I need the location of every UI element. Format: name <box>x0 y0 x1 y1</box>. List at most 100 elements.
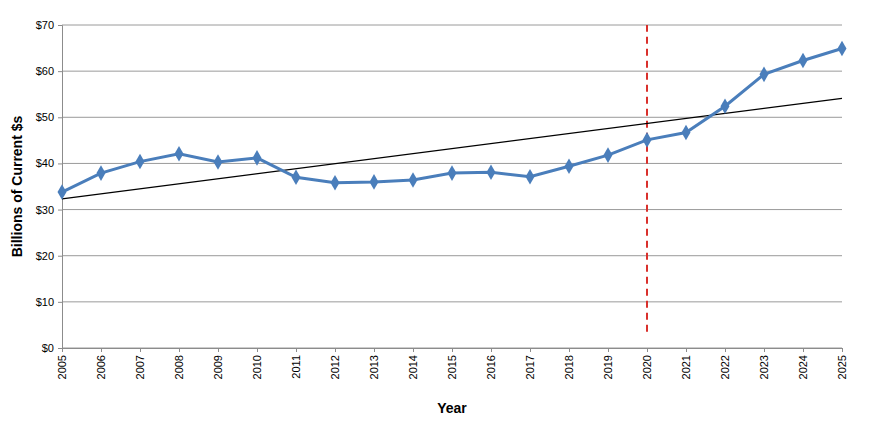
x-tick-mark <box>335 348 336 352</box>
x-tick: 2008 <box>173 348 185 379</box>
x-tick-mark <box>803 348 804 352</box>
y-tick: $60 <box>36 65 62 77</box>
y-tick-mark <box>58 210 62 211</box>
marker <box>292 169 301 185</box>
marker <box>760 67 769 83</box>
y-tick-mark <box>58 302 62 303</box>
y-tick-label: $10 <box>36 296 54 308</box>
series-line <box>62 49 842 193</box>
x-tick-label: 2021 <box>680 355 692 379</box>
y-tick-label: $50 <box>36 111 54 123</box>
y-tick-mark <box>58 25 62 26</box>
y-tick-mark <box>58 163 62 164</box>
x-tick: 2009 <box>212 348 224 379</box>
x-tick-label: 2012 <box>329 355 341 379</box>
x-tick-mark <box>725 348 726 352</box>
x-tick-mark <box>764 348 765 352</box>
x-tick-label: 2011 <box>290 355 302 379</box>
x-tick-mark <box>491 348 492 352</box>
x-tick: 2007 <box>134 348 146 379</box>
x-tick-mark <box>452 348 453 352</box>
marker <box>487 164 496 180</box>
chart-svg: $0$10$20$30$40$50$60$7020052006200720082… <box>0 0 870 427</box>
x-tick-label: 2017 <box>524 355 536 379</box>
marker <box>58 184 67 200</box>
trend-line <box>62 98 842 199</box>
x-tick-label: 2008 <box>173 355 185 379</box>
x-tick: 2017 <box>524 348 536 379</box>
y-tick-label: $70 <box>36 19 54 31</box>
x-tick: 2015 <box>446 348 458 379</box>
x-tick: 2005 <box>56 348 68 379</box>
y-tick: $50 <box>36 111 62 123</box>
marker <box>526 169 535 185</box>
y-tick: $30 <box>36 204 62 216</box>
marker <box>175 146 184 162</box>
x-tick: 2022 <box>719 348 731 379</box>
x-tick-label: 2020 <box>641 355 653 379</box>
y-axis: $0$10$20$30$40$50$60$70 <box>36 19 63 354</box>
x-tick-mark <box>608 348 609 352</box>
x-tick-mark <box>569 348 570 352</box>
x-tick-label: 2018 <box>563 355 575 379</box>
marker <box>370 174 379 190</box>
x-tick: 2013 <box>368 348 380 379</box>
marker <box>331 175 340 191</box>
x-tick: 2019 <box>602 348 614 379</box>
marker <box>604 147 613 163</box>
x-tick-label: 2019 <box>602 355 614 379</box>
x-tick-label: 2024 <box>797 355 809 379</box>
x-tick-mark <box>101 348 102 352</box>
x-tick-mark <box>647 348 648 352</box>
x-tick-label: 2013 <box>368 355 380 379</box>
marker <box>136 154 145 170</box>
x-tick-label: 2009 <box>212 355 224 379</box>
y-tick-mark <box>58 256 62 257</box>
x-tick: 2016 <box>485 348 497 379</box>
x-tick-mark <box>413 348 414 352</box>
x-tick: 2014 <box>407 348 419 379</box>
marker <box>799 53 808 69</box>
grid-line <box>62 255 842 256</box>
x-tick-mark <box>842 348 843 352</box>
x-tick: 2024 <box>797 348 809 379</box>
x-tick-label: 2023 <box>758 355 770 379</box>
x-tick-label: 2015 <box>446 355 458 379</box>
plot: $0$10$20$30$40$50$60$7020052006200720082… <box>36 19 848 379</box>
y-tick: $10 <box>36 296 62 308</box>
x-tick-label: 2010 <box>251 355 263 379</box>
x-tick-label: 2007 <box>134 355 146 379</box>
x-tick: 2011 <box>290 348 302 379</box>
x-tick-mark <box>257 348 258 352</box>
grid <box>62 25 842 348</box>
x-axis-line <box>63 349 843 353</box>
x-tick-mark <box>179 348 180 352</box>
x-tick-label: 2005 <box>56 355 68 379</box>
grid-line <box>62 301 842 302</box>
y-tick-mark <box>58 348 62 349</box>
y-tick-label: $0 <box>42 342 54 354</box>
x-tick: 2006 <box>95 348 107 379</box>
y-axis-title: Billions of Current $s <box>9 116 25 258</box>
grid-line <box>62 117 842 118</box>
marker <box>97 165 106 181</box>
x-axis-title: Year <box>437 400 467 416</box>
x-tick: 2020 <box>641 348 653 379</box>
y-tick-label: $60 <box>36 65 54 77</box>
grid-line <box>62 209 842 210</box>
x-tick-label: 2016 <box>485 355 497 379</box>
grid-line <box>62 25 842 26</box>
x-tick-mark <box>62 348 63 352</box>
x-tick-label: 2006 <box>95 355 107 379</box>
reference-line <box>646 25 648 332</box>
x-tick-mark <box>686 348 687 352</box>
marker <box>838 41 847 57</box>
x-tick-mark <box>374 348 375 352</box>
x-tick-label: 2025 <box>836 355 848 379</box>
x-tick-mark <box>296 348 297 352</box>
y-tick-mark <box>58 71 62 72</box>
x-tick-mark <box>140 348 141 352</box>
x-tick: 2021 <box>680 348 692 379</box>
chart-container: $0$10$20$30$40$50$60$7020052006200720082… <box>0 0 870 427</box>
x-tick-label: 2022 <box>719 355 731 379</box>
